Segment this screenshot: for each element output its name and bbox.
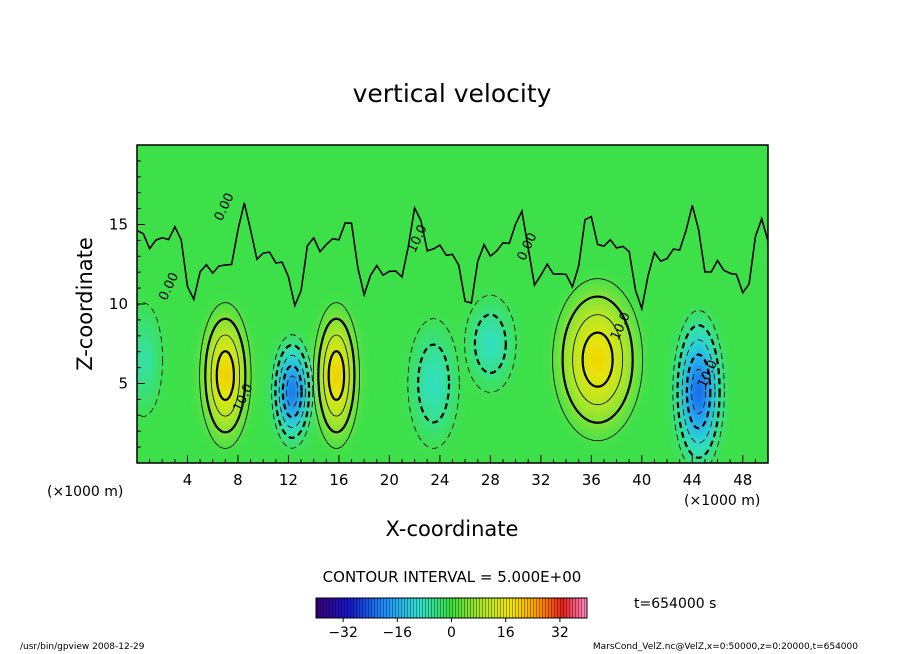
x-tick-16: 16 [329,455,348,489]
colorbar-tick-32: 32 [551,618,569,641]
colorbar-tick-label: 0 [447,625,456,641]
x-tick-44: 44 [683,455,702,489]
heat-cell-5 [465,296,516,392]
x-axis-label: X-coordinate [386,517,519,541]
x-tick-label: 28 [481,471,500,489]
colorbar-tick-0: 0 [447,618,456,641]
y-tick-label: 10 [109,295,128,313]
x-tick-36: 36 [582,455,601,489]
colorbar-tick-label: 16 [497,625,515,641]
x-tick-label: 12 [279,471,298,489]
y-tick-label: 15 [109,216,128,234]
heat-cell-4 [408,319,459,448]
zero-contour-line [137,202,768,312]
x-tick-40: 40 [632,455,651,489]
contour-group-1 [199,302,252,449]
y-tick-10: 10 [109,295,145,313]
z-unit-label: (×1000 m) [47,484,123,500]
contour-group-0 [137,302,164,417]
x-tick-4: 4 [183,455,193,489]
x-unit-label: (×1000 m) [684,493,760,509]
x-tick-24: 24 [430,455,449,489]
contour-group-5 [464,294,517,393]
heat-cell-1 [200,304,251,448]
colorbar-tick--32: −32 [328,618,358,641]
x-tick-label: 16 [329,471,348,489]
contour-group-3 [312,302,360,449]
x-tick-48: 48 [733,455,752,489]
footer-right: MarsCond_VelZ.nc@VelZ,x=0:50000,z=0:2000… [593,642,858,652]
heatmap-field [137,145,768,463]
y-tick-label: 5 [118,375,128,393]
contour-group-4 [407,318,460,449]
x-tick-label: 36 [582,471,601,489]
colorbar-tick-16: 16 [497,618,515,641]
x-tick-label: 40 [632,471,651,489]
heat-cell-3 [313,304,360,448]
x-tick-label: 44 [683,471,702,489]
x-tick-label: 20 [380,471,399,489]
x-tick-label: 4 [183,471,193,489]
footer-left: /usr/bin/gpview 2008-12-29 [20,642,145,652]
x-tick-12: 12 [279,455,298,489]
heat-cell-0 [137,304,163,416]
x-tick-label: 8 [233,471,243,489]
heat-cell-2 [272,335,313,448]
heat-cell-6 [553,280,642,440]
colorbar-tick-label: −16 [383,625,413,641]
heat-cell-7 [673,311,724,463]
x-tick-label: 32 [531,471,550,489]
y-axis-label: Z-coordinate [73,237,97,371]
colorbar: −32 −16 0 16 32 [315,597,588,641]
contour-group-7 [672,309,725,463]
y-tick-5: 5 [118,375,145,393]
x-tick-8: 8 [233,455,243,489]
colorbar-tick--16: −16 [383,618,413,641]
x-tick-28: 28 [481,455,500,489]
x-tick-label: 48 [733,471,752,489]
x-tick-20: 20 [380,455,399,489]
chart-title: vertical velocity [353,79,552,108]
colorbar-tick-label: 32 [551,625,569,641]
contour-group-2 [271,334,314,449]
x-tick-label: 24 [430,471,449,489]
colorbar-tick-label: −32 [328,625,358,641]
contour-group-6 [552,278,644,442]
contour-interval-label: CONTOUR INTERVAL = 5.000E+00 [323,568,582,586]
time-label: t=654000 s [634,596,716,612]
x-tick-32: 32 [531,455,550,489]
y-tick-15: 15 [109,216,145,234]
